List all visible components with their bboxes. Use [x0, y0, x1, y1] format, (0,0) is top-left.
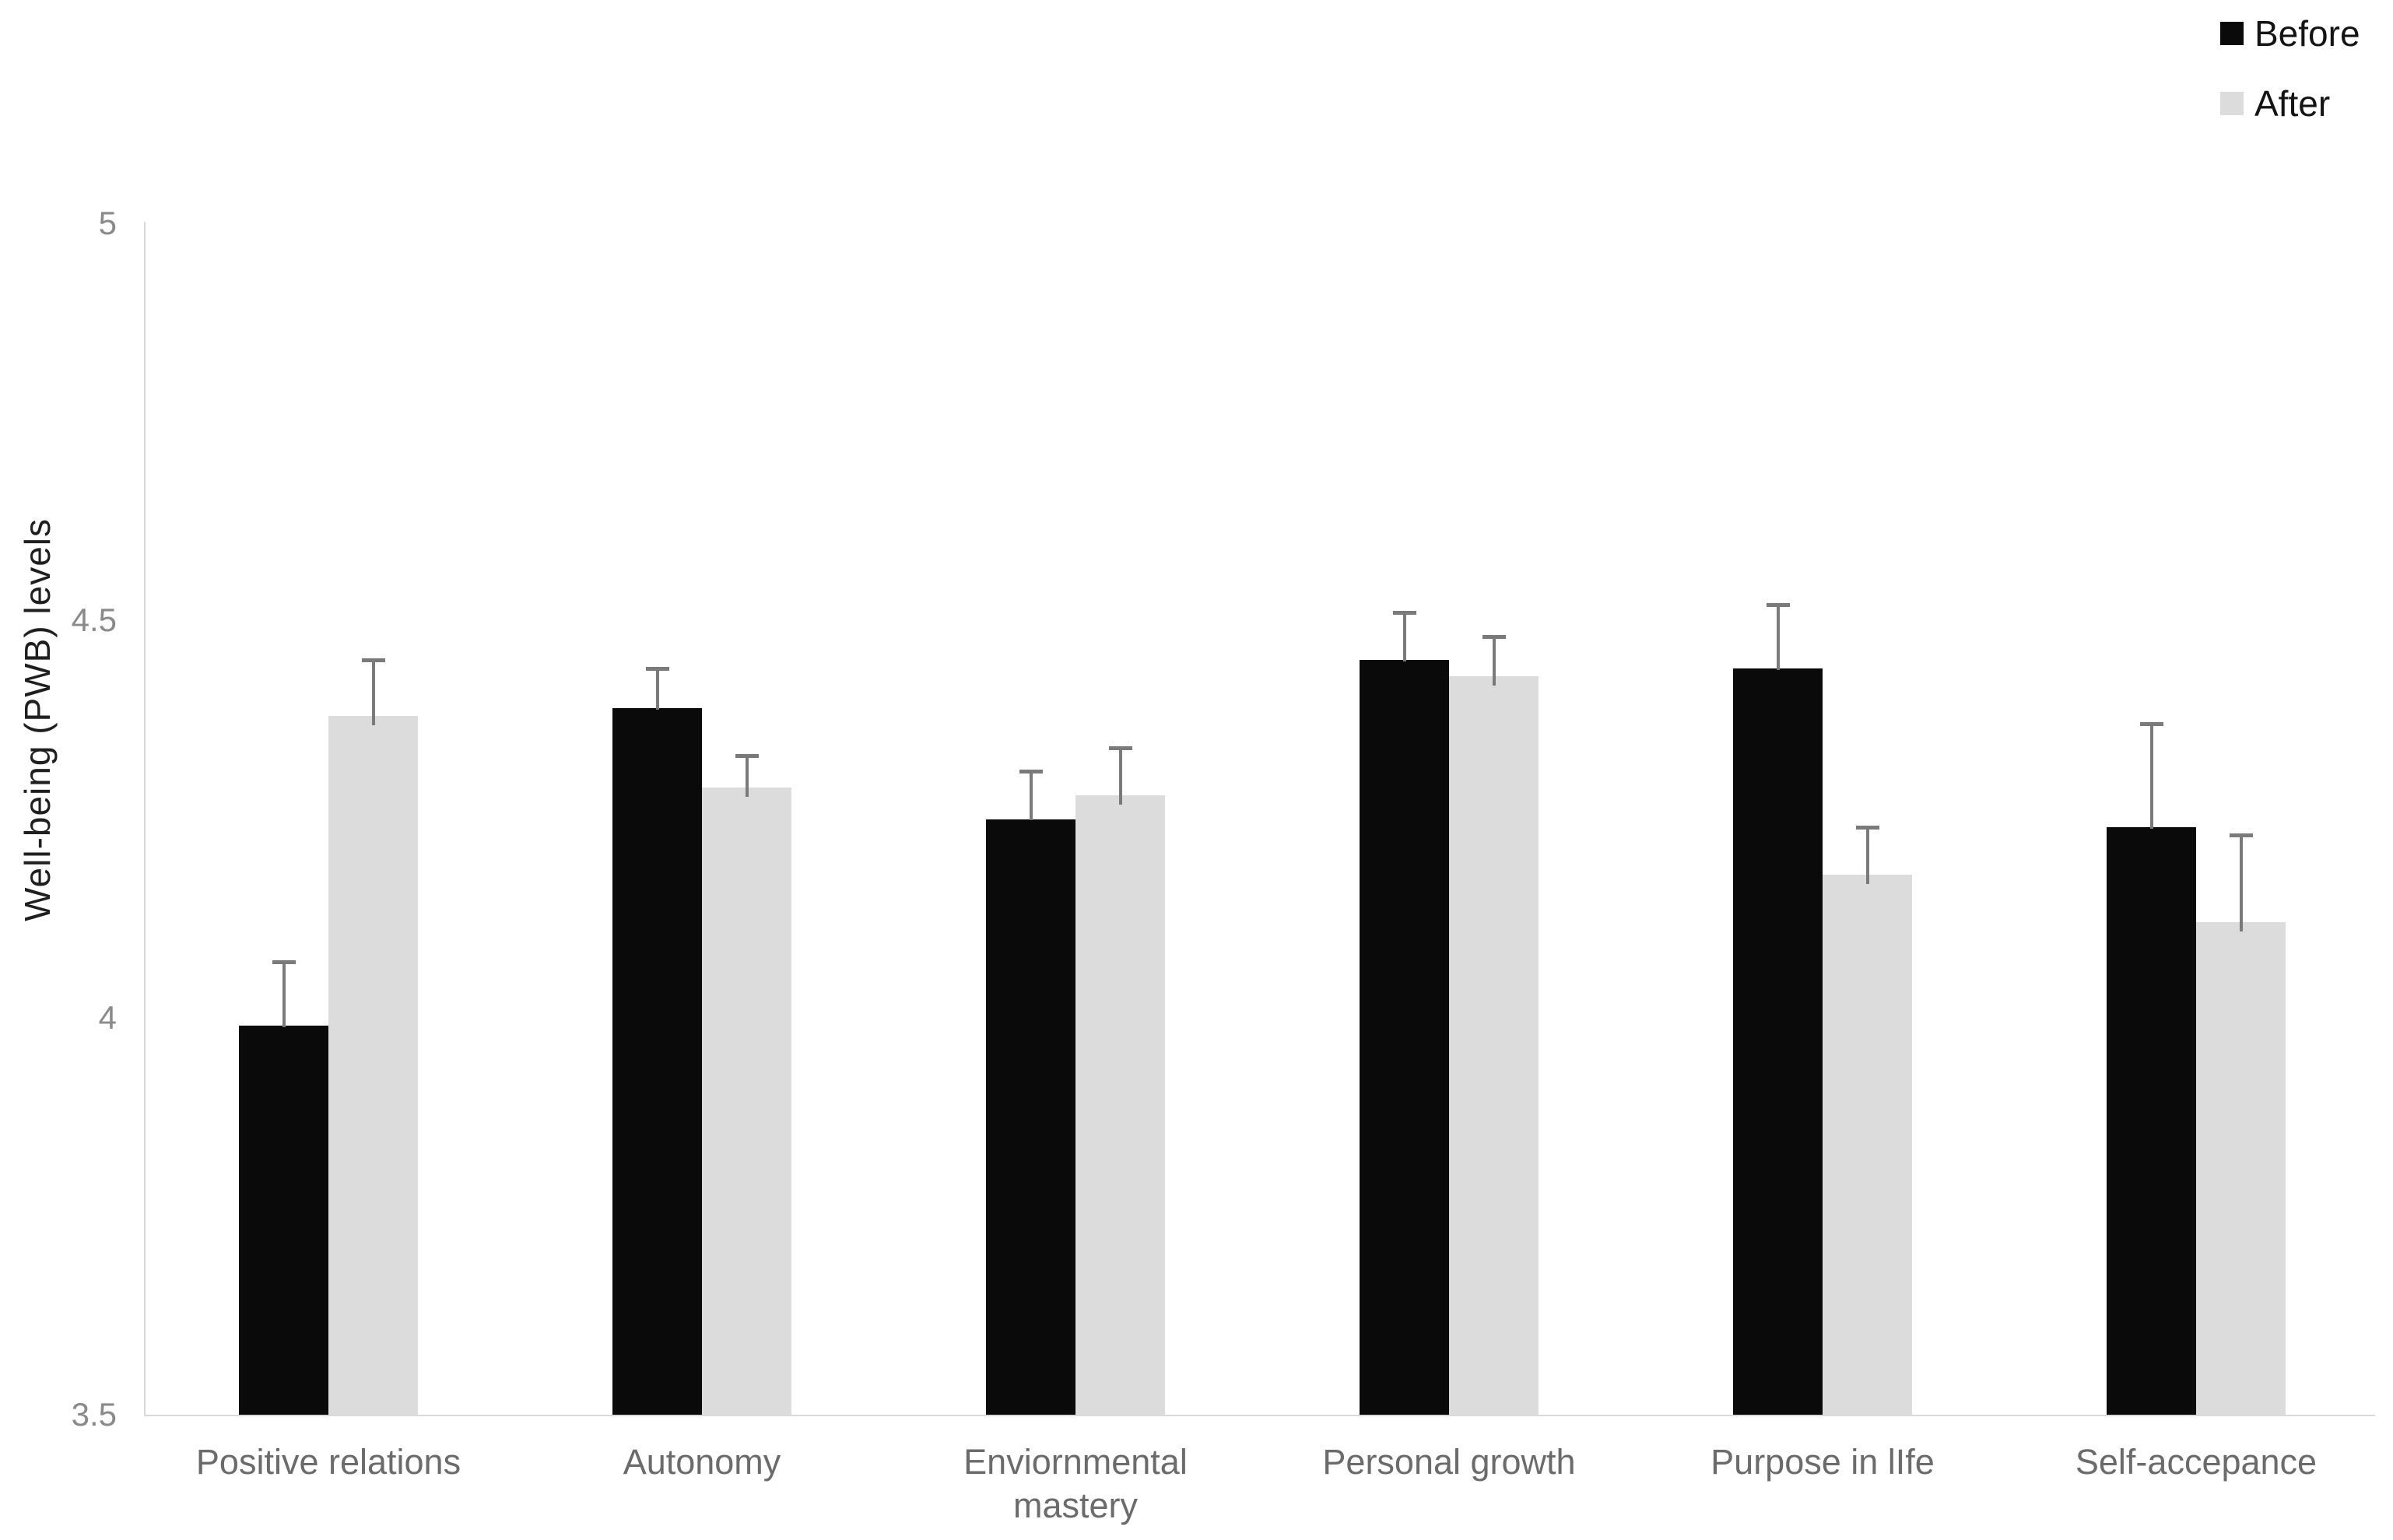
y-tick-label-3.5: 3.5: [71, 1396, 117, 1433]
bar-after-1: [328, 715, 418, 1415]
error-bar-line-before-2: [655, 668, 659, 710]
category-label-2: Autonomy: [623, 1442, 781, 1482]
error-bar-line-before-3: [1029, 771, 1033, 821]
bar-before-1: [239, 1025, 328, 1415]
bar-before-6: [2107, 826, 2196, 1415]
bar-before-3: [986, 819, 1075, 1415]
error-bar-cap-after-6: [2229, 833, 2253, 837]
error-bar-cap-before-1: [272, 960, 296, 965]
bar-before-2: [612, 707, 702, 1415]
y-tick-label-5: 5: [98, 205, 117, 241]
error-bar-line-after-4: [1492, 636, 1496, 686]
legend-item-before: Before: [2220, 16, 2360, 51]
error-bar-line-before-1: [282, 962, 286, 1027]
error-bar-line-after-6: [2239, 834, 2243, 932]
legend-swatch-before: [2220, 22, 2244, 45]
error-bar-cap-after-3: [1108, 745, 1132, 750]
legend-label-after: After: [2254, 83, 2331, 124]
error-bar-line-after-1: [371, 660, 375, 725]
legend-label-before: Before: [2254, 13, 2360, 54]
error-bar-line-before-6: [2149, 724, 2153, 829]
bar-after-6: [2196, 922, 2286, 1415]
legend: Before After: [2220, 16, 2360, 121]
bar-after-2: [702, 787, 791, 1415]
bar-before-5: [1733, 668, 1823, 1415]
y-tick-label-4.5: 4.5: [71, 602, 117, 639]
error-bar-cap-before-3: [1019, 770, 1043, 774]
error-bar-cap-before-2: [645, 666, 669, 671]
error-bar-line-after-5: [1865, 826, 1869, 884]
error-bar-line-before-4: [1402, 612, 1406, 662]
bar-after-5: [1823, 874, 1912, 1415]
error-bar-cap-after-5: [1855, 825, 1879, 830]
category-label-3: Enviornmental mastery: [963, 1442, 1188, 1525]
y-axis-line: [144, 222, 146, 1416]
error-bar-cap-after-4: [1482, 634, 1506, 639]
bar-after-4: [1449, 675, 1539, 1415]
error-bar-line-before-5: [1776, 604, 1780, 670]
error-bar-line-after-3: [1118, 747, 1122, 805]
category-label-6: Self-accepance: [2075, 1442, 2318, 1482]
error-bar-cap-before-5: [1766, 602, 1790, 607]
error-bar-cap-before-6: [2139, 722, 2163, 727]
error-bar-cap-after-1: [361, 658, 385, 663]
category-label-5: Purpose in lIfe: [1711, 1442, 1935, 1482]
legend-item-after: After: [2220, 86, 2360, 121]
error-bar-cap-after-2: [735, 753, 759, 758]
error-bar-line-after-2: [745, 755, 749, 797]
bar-after-3: [1075, 795, 1165, 1415]
y-tick-label-4: 4: [98, 998, 117, 1036]
category-label-4: Personal growth: [1322, 1442, 1576, 1482]
x-axis-line: [144, 1415, 2375, 1416]
bar-before-4: [1360, 660, 1449, 1415]
category-label-1: Positive relations: [195, 1442, 461, 1482]
legend-swatch-after: [2220, 92, 2244, 115]
error-bar-cap-before-4: [1392, 611, 1416, 616]
